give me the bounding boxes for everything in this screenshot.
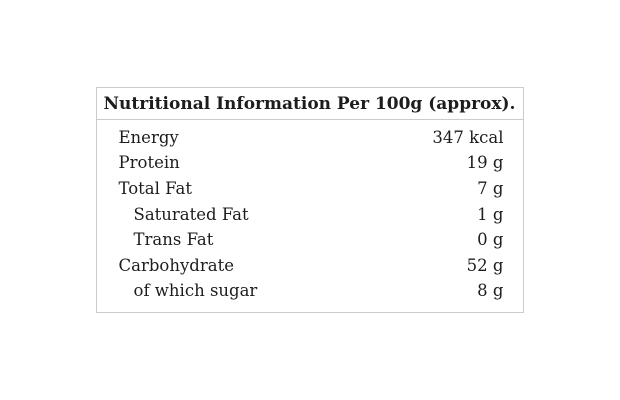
nutrition-facts-table: Nutritional Information Per 100g (approx… [95,86,525,314]
nutrient-label: Carbohydrate [118,255,234,275]
nutrient-value: 8 g [477,281,504,301]
nutrient-label: Energy [118,127,179,147]
nutrition-rows: Energy 347 kcal Protein 19 g Total Fat 7 g Sat… [97,120,524,312]
nutrient-label: Trans Fat [133,230,214,250]
nutrient-label: Protein [118,153,180,173]
table-row: Protein 19 g [97,151,524,177]
table-row: of which sugar 8 g [97,278,524,304]
table-row: Trans Fat 0 g [97,227,524,253]
table-row: Saturated Fat 1 g [97,202,524,228]
nutrient-value: 0 g [477,230,504,250]
table-row: Total Fat 7 g [97,176,524,202]
nutrient-label: Saturated Fat [133,204,249,224]
nutrient-label: of which sugar [133,281,258,301]
nutrient-label: Total Fat [118,178,192,198]
nutrition-table-header: Nutritional Information Per 100g (approx… [96,88,524,120]
table-row: Carbohydrate 52 g [97,253,524,279]
table-row: Energy 347 kcal [97,125,524,151]
nutrient-value: 347 kcal [432,127,504,147]
nutrient-value: 19 g [466,153,504,173]
nutrient-value: 52 g [466,255,504,275]
nutrient-value: 7 g [477,178,504,198]
nutrient-value: 1 g [477,204,504,224]
